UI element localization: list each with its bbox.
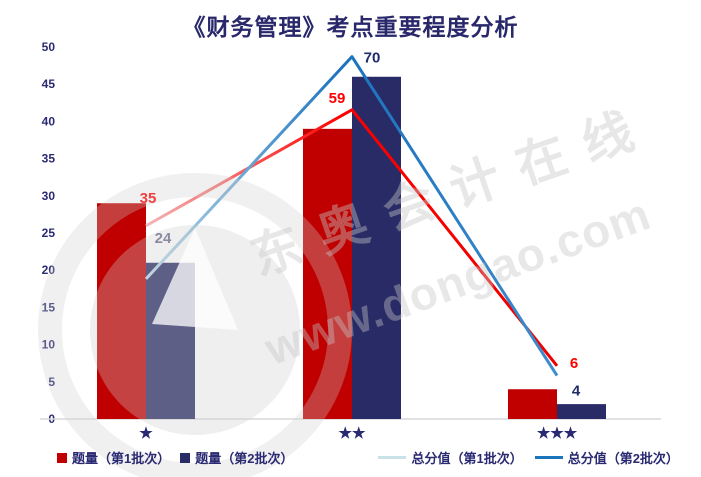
legend-swatch-square-navy-icon	[180, 452, 191, 463]
legend-item-questions-batch1: 题量（第1批次）	[57, 448, 170, 467]
legend-swatch-square-red-icon	[57, 452, 67, 463]
chart-title: 《财务管理》考点重要程度分析	[182, 14, 519, 40]
legend-label-questions-batch1: 题量（第1批次）	[72, 451, 171, 466]
svg-text:24: 24	[155, 230, 172, 247]
legend-label-score-batch2: 总分值（第2批次）	[567, 451, 679, 466]
legend-swatch-line-blue-icon	[534, 456, 563, 459]
legend-swatch-line-lightblue-icon	[378, 456, 407, 459]
legend-label-questions-batch2: 题量（第2批次）	[195, 451, 294, 466]
svg-text:6: 6	[570, 355, 578, 372]
svg-text:25: 25	[42, 226, 56, 240]
svg-text:40: 40	[42, 114, 56, 128]
svg-text:35: 35	[42, 152, 56, 166]
legend-item-questions-batch2: 题量（第2批次）	[180, 448, 293, 467]
svg-text:10: 10	[42, 338, 56, 352]
svg-text:30: 30	[42, 189, 56, 203]
svg-text:50: 50	[42, 40, 56, 54]
svg-text:★★★: ★★★	[537, 425, 578, 442]
svg-text:20: 20	[42, 263, 56, 277]
svg-text:15: 15	[42, 300, 56, 314]
svg-text:5: 5	[48, 375, 55, 389]
svg-text:59: 59	[329, 90, 346, 107]
legend-label-score-batch1: 总分值（第1批次）	[411, 451, 523, 466]
svg-text:45: 45	[42, 77, 56, 91]
svg-text:70: 70	[364, 50, 381, 67]
svg-text:4: 4	[572, 383, 581, 400]
svg-text:★★: ★★	[339, 425, 366, 442]
legend-item-score-batch2: 总分值（第2批次）	[534, 448, 679, 467]
legend: 题量（第1批次） 题量（第2批次） 总分值（第1批次） 总分值（第2批次）	[57, 448, 679, 467]
legend-item-score-batch1: 总分值（第1批次）	[378, 448, 523, 467]
svg-text:35: 35	[140, 190, 157, 207]
svg-text:★: ★	[139, 425, 153, 442]
